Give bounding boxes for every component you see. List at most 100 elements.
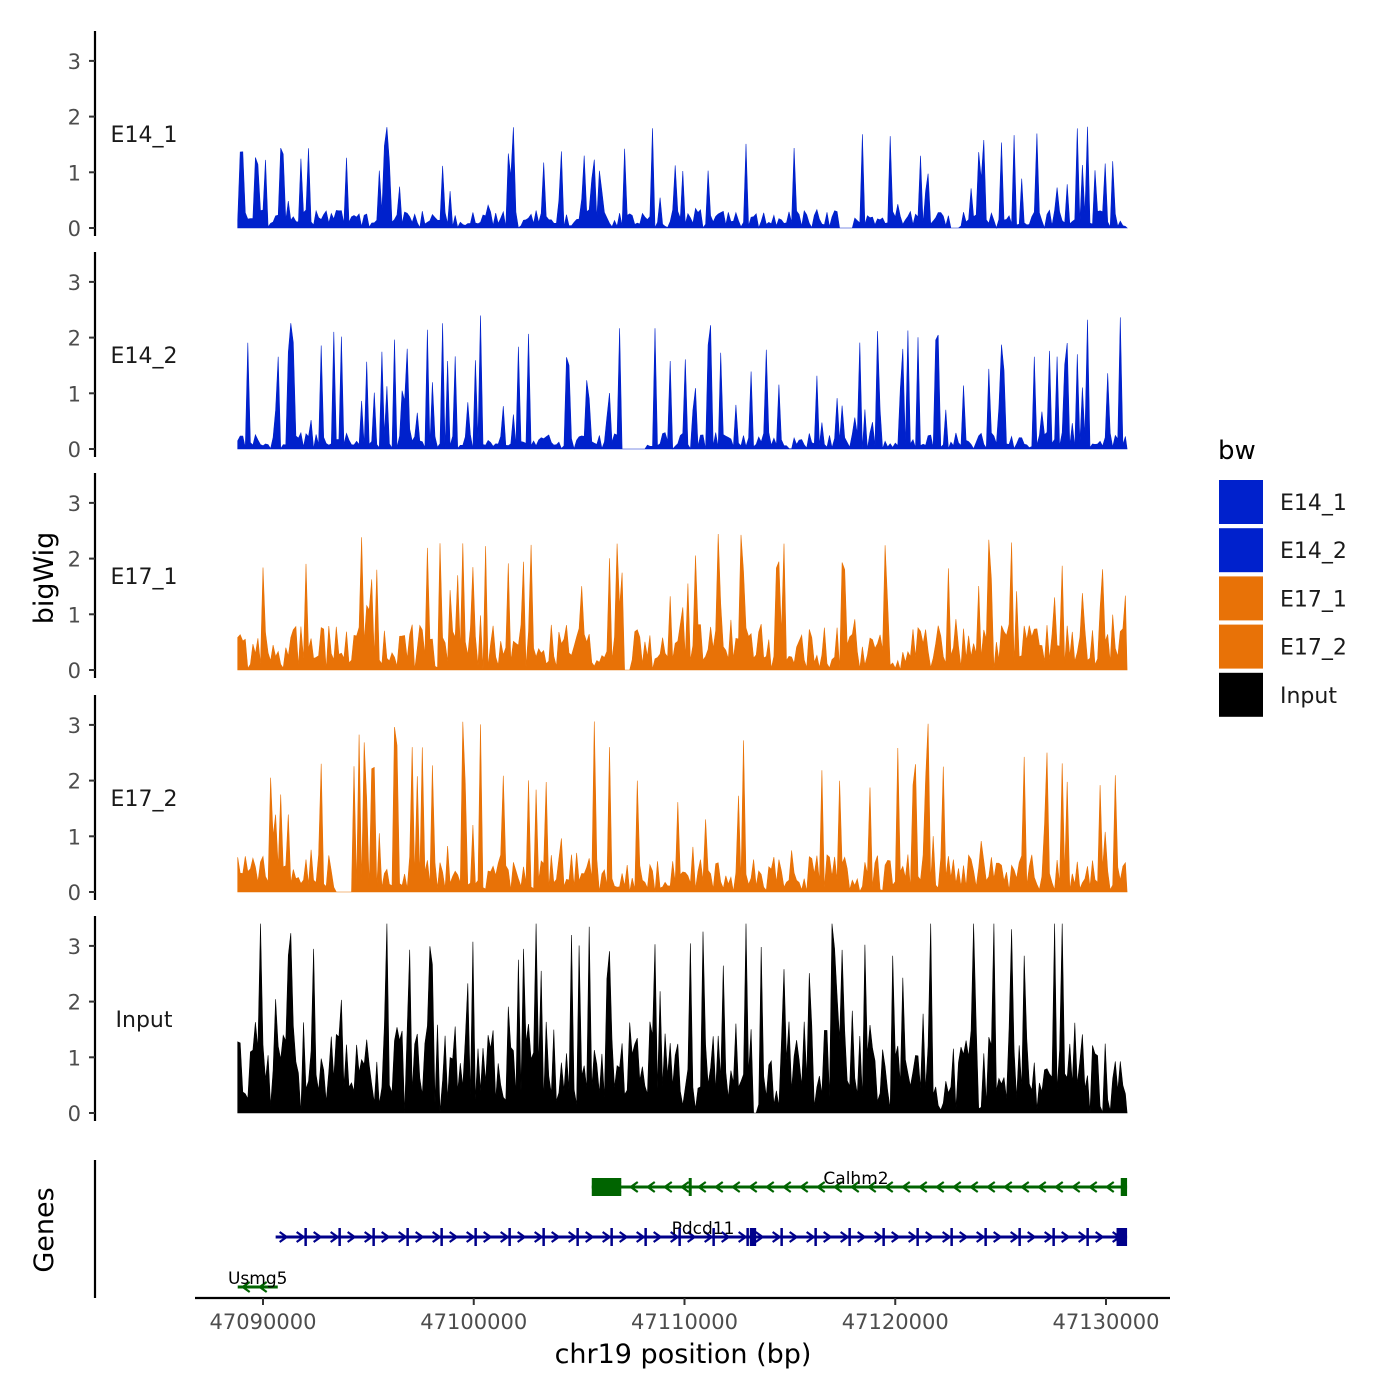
- strand-arrow-icon: [313, 1231, 323, 1243]
- strand-arrow-icon: [772, 1231, 782, 1243]
- strand-arrow-icon: [449, 1231, 459, 1243]
- strand-arrow-icon: [866, 1181, 877, 1193]
- y-tick-label: 3: [68, 935, 81, 959]
- y-tick-label: 0: [68, 659, 81, 683]
- strand-arrow-icon: [891, 1231, 901, 1243]
- y-tick-label: 1: [68, 825, 81, 849]
- strand-arrow-icon: [1104, 1181, 1115, 1193]
- strand-arrow-icon: [500, 1231, 510, 1243]
- x-tick-label: 47090000: [210, 1310, 317, 1334]
- legend: bw E14_1 E14_2 E17_1 E17_2 Input: [1218, 436, 1347, 717]
- strand-arrow-icon: [959, 1231, 969, 1243]
- legend-swatch: [1219, 672, 1263, 717]
- strand-arrow-icon: [670, 1231, 680, 1243]
- y-tick-label: 2: [68, 327, 81, 351]
- exon-block: [688, 1178, 692, 1196]
- strand-arrow-icon: [764, 1181, 775, 1193]
- y-tick-label: 2: [68, 548, 81, 572]
- strand-arrow-icon: [517, 1231, 527, 1243]
- strand-arrow-icon: [755, 1231, 765, 1243]
- strand-arrow-icon: [636, 1231, 646, 1243]
- strand-arrow-icon: [951, 1181, 962, 1193]
- strand-arrow-icon: [347, 1231, 357, 1243]
- x-tick-label: 47130000: [1053, 1310, 1160, 1334]
- strand-arrow-icon: [832, 1181, 843, 1193]
- strand-arrow-icon: [985, 1181, 996, 1193]
- strand-arrow-icon: [840, 1231, 850, 1243]
- gene-label: Calhm2: [823, 1169, 888, 1189]
- strand-arrow-icon: [934, 1181, 945, 1193]
- track-label: E14_1: [111, 123, 178, 148]
- strand-arrow-icon: [602, 1231, 612, 1243]
- strand-arrow-icon: [432, 1231, 442, 1243]
- signal-area-E17_2: [237, 721, 1128, 893]
- signal-area-E17_1: [237, 533, 1128, 671]
- exon-block: [591, 1178, 622, 1196]
- y-tick-label: 2: [68, 991, 81, 1015]
- y-tick-label: 1: [68, 1046, 81, 1070]
- track-E17_2: 0 1 2 3 E17_2: [68, 695, 1128, 905]
- strand-arrow-icon: [1061, 1231, 1071, 1243]
- x-tick-label: 47110000: [631, 1310, 738, 1334]
- legend-label: E17_1: [1280, 587, 1347, 612]
- gene-Calhm2: Calhm2: [591, 1169, 1128, 1196]
- legend-entry-E17_1: E17_1: [1219, 576, 1347, 621]
- strand-arrow-icon: [730, 1181, 741, 1193]
- strand-arrow-icon: [993, 1231, 1003, 1243]
- y-tick-label: 3: [68, 492, 81, 516]
- strand-arrow-icon: [1095, 1231, 1105, 1243]
- strand-arrow-icon: [628, 1181, 639, 1193]
- track-E17_1: 0 1 2 3 E17_1: [68, 473, 1128, 683]
- strand-arrow-icon: [798, 1181, 809, 1193]
- strand-arrow-icon: [585, 1231, 595, 1243]
- strand-arrow-icon: [653, 1231, 663, 1243]
- legend-title: bw: [1218, 436, 1256, 466]
- gene-Pdcd11: Pdcd11: [275, 1219, 1128, 1246]
- gene-label: Pdcd11: [672, 1219, 735, 1239]
- strand-arrow-icon: [398, 1231, 408, 1243]
- legend-entry-E14_1: E14_1: [1219, 480, 1347, 524]
- strand-arrow-icon: [1044, 1231, 1054, 1243]
- y-tick-label: 1: [68, 603, 81, 627]
- strand-arrow-icon: [942, 1231, 952, 1243]
- exon-block: [1116, 1228, 1128, 1246]
- strand-arrow-icon: [806, 1231, 816, 1243]
- exon-block: [1120, 1178, 1128, 1196]
- strand-arrow-icon: [466, 1231, 476, 1243]
- strand-arrow-icon: [713, 1181, 724, 1193]
- strand-arrow-icon: [1087, 1181, 1098, 1193]
- strand-arrow-icon: [662, 1181, 673, 1193]
- strand-arrow-icon: [296, 1231, 306, 1243]
- strand-arrow-icon: [279, 1231, 289, 1243]
- strand-arrow-icon: [976, 1231, 986, 1243]
- strand-arrow-icon: [874, 1231, 884, 1243]
- strand-arrow-icon: [257, 1281, 268, 1293]
- strand-arrow-icon: [849, 1181, 860, 1193]
- strand-arrow-icon: [364, 1231, 374, 1243]
- strand-arrow-icon: [738, 1231, 748, 1243]
- x-tick-label: 47120000: [842, 1310, 949, 1334]
- y-tick-label: 1: [68, 382, 81, 406]
- strand-arrow-icon: [551, 1231, 561, 1243]
- strand-arrow-icon: [925, 1231, 935, 1243]
- strand-arrow-icon: [900, 1181, 911, 1193]
- legend-entry-Input: Input: [1219, 672, 1337, 717]
- signal-area-E14_2: [237, 315, 1128, 450]
- strand-arrow-icon: [1078, 1231, 1088, 1243]
- strand-arrow-icon: [815, 1181, 826, 1193]
- strand-arrow-icon: [1053, 1181, 1064, 1193]
- track-E14_1: 0 1 2 3 E14_1: [68, 31, 1128, 241]
- y-tick-label: 0: [68, 1102, 81, 1126]
- strand-arrow-icon: [483, 1231, 493, 1243]
- y-axis-title: bigWig: [29, 532, 60, 625]
- strand-arrow-icon: [619, 1231, 629, 1243]
- strand-arrow-icon: [908, 1231, 918, 1243]
- strand-arrow-icon: [534, 1231, 544, 1243]
- strand-arrow-icon: [1027, 1231, 1037, 1243]
- strand-arrow-icon: [679, 1181, 690, 1193]
- genes-axis-title: Genes: [29, 1187, 60, 1272]
- x-tick-label: 47100000: [420, 1310, 527, 1334]
- strand-arrow-icon: [1070, 1181, 1081, 1193]
- track-label: E17_2: [111, 787, 178, 812]
- legend-swatch: [1219, 480, 1263, 524]
